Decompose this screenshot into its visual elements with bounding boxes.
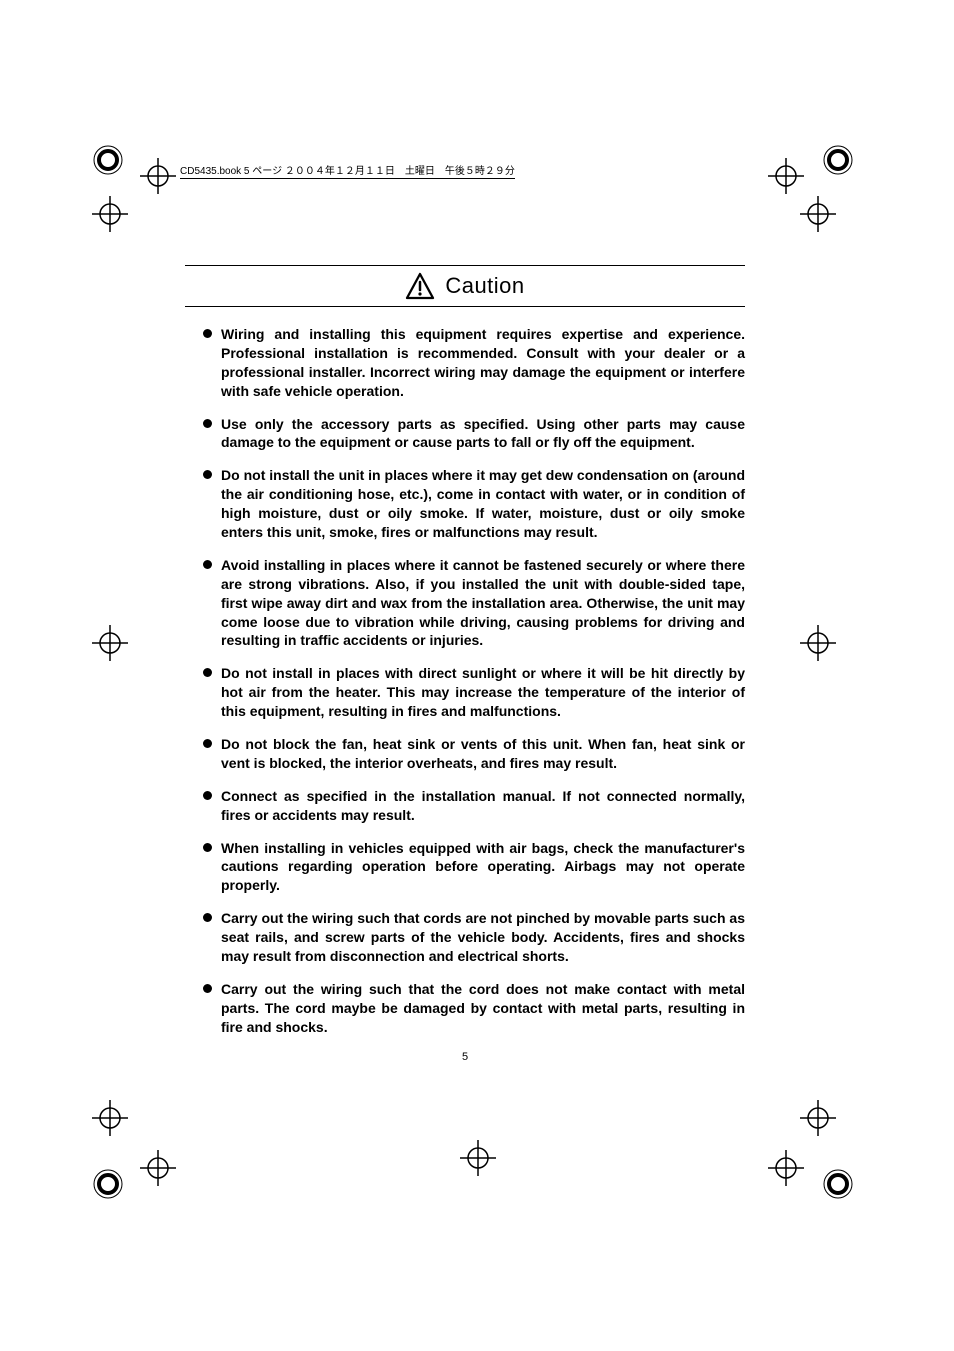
caution-title: Caution bbox=[445, 273, 524, 299]
print-header-strip: CD5435.book 5 ページ ２００４年１２月１１日 土曜日 午後５時２９… bbox=[180, 162, 515, 179]
bullet-text: Wiring and installing this equipment req… bbox=[221, 326, 745, 399]
registration-cross-icon bbox=[92, 1100, 128, 1136]
bullet-text: Carry out the wiring such that cords are… bbox=[221, 910, 745, 964]
rule-bottom bbox=[185, 306, 745, 307]
page-number: 5 bbox=[185, 1051, 745, 1063]
caution-bullet-list: Wiring and installing this equipment req… bbox=[185, 325, 745, 1037]
bullet-dot-icon bbox=[203, 984, 212, 993]
registration-cross-icon bbox=[768, 158, 804, 194]
bullet-text: Use only the accessory parts as specifie… bbox=[221, 416, 745, 451]
registration-circle-icon bbox=[822, 1168, 854, 1200]
caution-bullet-item: Carry out the wiring such that cords are… bbox=[221, 909, 745, 966]
registration-cross-icon bbox=[800, 625, 836, 661]
registration-cross-icon bbox=[92, 625, 128, 661]
registration-cross-icon bbox=[92, 196, 128, 232]
caution-bullet-item: Do not install in places with direct sun… bbox=[221, 664, 745, 721]
rule-top bbox=[185, 265, 745, 266]
caution-heading: Caution bbox=[185, 272, 745, 300]
bullet-text: Avoid installing in places where it cann… bbox=[221, 557, 745, 649]
caution-bullet-item: Do not install the unit in places where … bbox=[221, 466, 745, 542]
caution-bullet-item: Carry out the wiring such that the cord … bbox=[221, 980, 745, 1037]
bullet-text: Carry out the wiring such that the cord … bbox=[221, 981, 745, 1035]
bullet-text: Do not install the unit in places where … bbox=[221, 467, 745, 540]
registration-cross-icon bbox=[768, 1150, 804, 1186]
bullet-dot-icon bbox=[203, 419, 212, 428]
registration-circle-icon bbox=[92, 144, 124, 176]
caution-bullet-item: Connect as specified in the installation… bbox=[221, 787, 745, 825]
registration-cross-icon bbox=[140, 158, 176, 194]
bullet-text: Do not block the fan, heat sink or vents… bbox=[221, 736, 745, 771]
caution-bullet-item: Do not block the fan, heat sink or vents… bbox=[221, 735, 745, 773]
bullet-text: When installing in vehicles equipped wit… bbox=[221, 840, 745, 894]
bullet-dot-icon bbox=[203, 913, 212, 922]
bullet-text: Do not install in places with direct sun… bbox=[221, 665, 745, 719]
bullet-dot-icon bbox=[203, 739, 212, 748]
bullet-dot-icon bbox=[203, 560, 212, 569]
registration-cross-icon bbox=[800, 1100, 836, 1136]
caution-bullet-item: Avoid installing in places where it cann… bbox=[221, 556, 745, 650]
bullet-dot-icon bbox=[203, 668, 212, 677]
bullet-dot-icon bbox=[203, 843, 212, 852]
caution-bullet-item: Use only the accessory parts as specifie… bbox=[221, 415, 745, 453]
caution-triangle-icon bbox=[405, 272, 435, 300]
registration-circle-icon bbox=[822, 144, 854, 176]
bullet-dot-icon bbox=[203, 329, 212, 338]
registration-cross-icon bbox=[460, 1140, 496, 1176]
caution-bullet-item: When installing in vehicles equipped wit… bbox=[221, 839, 745, 896]
page-content: Caution Wiring and installing this equip… bbox=[185, 265, 745, 1063]
bullet-dot-icon bbox=[203, 470, 212, 479]
registration-cross-icon bbox=[140, 1150, 176, 1186]
registration-cross-icon bbox=[800, 196, 836, 232]
bullet-dot-icon bbox=[203, 791, 212, 800]
bullet-text: Connect as specified in the installation… bbox=[221, 788, 745, 823]
registration-circle-icon bbox=[92, 1168, 124, 1200]
caution-bullet-item: Wiring and installing this equipment req… bbox=[221, 325, 745, 401]
